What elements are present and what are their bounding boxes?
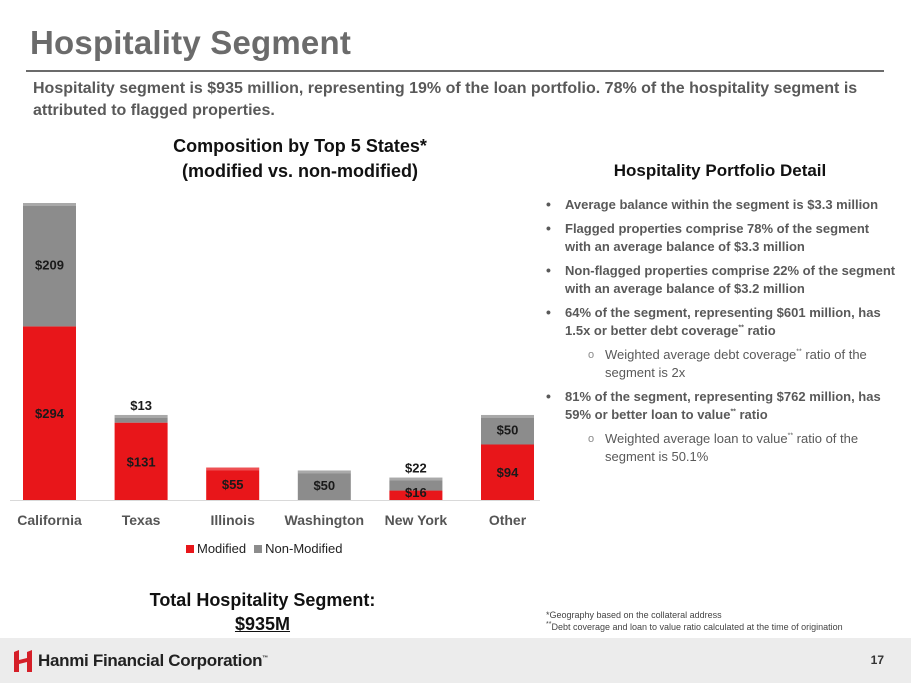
data-label-non-modified-new-york: $22	[405, 461, 427, 476]
legend-swatch-non-modified	[254, 544, 263, 553]
footer-band	[0, 638, 911, 683]
data-label-modified-other: $94	[497, 465, 519, 480]
total-label: Total Hospitality Segment:	[149, 590, 376, 610]
bullet-sup: **	[730, 408, 736, 416]
chart-title-block: Composition by Top 5 States* (modified v…	[110, 134, 490, 184]
bullet-text: Flagged properties comprise 78% of the s…	[565, 221, 870, 254]
bar-top-highlight-texas	[114, 414, 168, 418]
data-label-modified-new-york: $16	[405, 485, 427, 500]
bullet-dot-icon: •	[546, 304, 551, 320]
bar-top-highlight-illinois	[206, 467, 260, 471]
data-label-non-modified-other: $50	[497, 423, 519, 438]
bar-top-highlight-washington	[297, 470, 351, 474]
sub-bullet-item: o Weighted average loan to value** ratio …	[546, 430, 896, 466]
bar-non-modified-washington	[297, 470, 351, 500]
footnote-ratio: **Debt coverage and loan to value ratio …	[546, 621, 843, 633]
data-label-non-modified-california: $209	[35, 258, 64, 273]
bar-modified-california	[23, 326, 76, 500]
chart-subtitle: (modified vs. non-modified)	[182, 161, 418, 181]
hanmi-logo-icon	[14, 650, 32, 672]
trademark: ™	[262, 655, 268, 662]
bar-non-modified-california	[23, 203, 76, 327]
bullet-tail: ratio	[735, 407, 768, 422]
footnote-geography: *Geography based on the collateral addre…	[546, 610, 722, 620]
tick-label-washington: Washington	[285, 512, 365, 528]
bullet-sup: **	[738, 324, 744, 332]
bullet-text: Non-flagged properties comprise 22% of t…	[565, 263, 896, 296]
footnote-ratio-text: Debt coverage and loan to value ratio ca…	[551, 622, 843, 632]
bullet-item: • 81% of the segment, representing $762 m…	[546, 388, 896, 424]
hollow-circle-icon: o	[588, 349, 595, 361]
bullet-dot-icon: •	[546, 388, 551, 404]
bar-modified-other	[481, 444, 534, 500]
bar-modified-texas	[114, 422, 168, 500]
slide-title: Hospitality Segment	[30, 24, 352, 61]
bullet-item: • Average balance within the segment is $…	[546, 196, 896, 214]
hollow-circle-icon: o	[588, 433, 595, 445]
total-block: Total Hospitality Segment: $935M	[120, 588, 405, 636]
detail-bullet-list: • Average balance within the segment is $…	[546, 196, 896, 472]
chart-title: Composition by Top 5 States*	[173, 136, 427, 156]
tick-label-illinois: Illinois	[211, 512, 256, 528]
legend-item-non-modified: Non-Modified	[254, 541, 342, 556]
company-name-text: Hanmi Financial Corporation	[38, 651, 263, 670]
bar-top-highlight-new-york	[389, 477, 443, 481]
bullet-text: 81% of the segment, representing $762 mi…	[565, 389, 881, 422]
legend-label-modified: Modified	[197, 541, 247, 556]
tick-label-other: Other	[489, 512, 527, 528]
total-amount: $935M	[234, 614, 291, 634]
bullet-item: • Non-flagged properties comprise 22% of …	[546, 262, 896, 298]
sub-bullet-tail: ratio of the segment is 50.1%	[605, 431, 859, 464]
bullet-text: 64% of the segment, representing $601 mi…	[565, 305, 881, 338]
bar-non-modified-other	[481, 414, 534, 445]
data-label-modified-california: $294	[35, 406, 65, 421]
footnotes: *Geography based on the collateral addre…	[546, 609, 843, 633]
intro-text: Hospitality segment is $935 million, rep…	[33, 80, 858, 119]
data-label-non-modified-washington: $50	[313, 478, 335, 493]
sub-bullet-tail: ratio of the segment is 2x	[605, 347, 867, 380]
bar-non-modified-texas	[114, 414, 168, 423]
tick-label-new-york: New York	[385, 512, 448, 528]
tick-label-texas: Texas	[122, 512, 161, 528]
sub-bullet-text: Weighted average loan to value	[605, 431, 788, 446]
legend-label-non-modified: Non-Modified	[265, 541, 343, 556]
title-divider	[26, 70, 884, 72]
legend-swatch-modified	[186, 544, 194, 553]
chart-legend: Modified Non-Modified	[186, 541, 350, 556]
bullet-dot-icon: •	[546, 262, 551, 278]
sub-bullet-item: o Weighted average debt coverage** ratio …	[546, 346, 896, 382]
data-label-modified-illinois: $55	[222, 477, 244, 492]
data-label-modified-texas: $131	[127, 454, 156, 469]
data-label-non-modified-texas: $13	[130, 398, 152, 413]
bullet-dot-icon: •	[546, 220, 551, 236]
bar-modified-illinois	[206, 467, 260, 500]
bar-top-highlight-california	[23, 203, 76, 206]
bar-modified-new-york	[389, 490, 443, 500]
composition-bar-chart: $294 $209 California $131 $13 Texas $55 Illinoi…	[10, 203, 540, 528]
sub-bullet-sup: **	[796, 348, 802, 356]
company-logo: Hanmi Financial Corporation™	[12, 649, 268, 673]
footnote-sup: **	[546, 621, 552, 628]
bullet-item: • 64% of the segment, representing $601 m…	[546, 304, 896, 340]
company-name: Hanmi Financial Corporation™	[38, 651, 268, 671]
bar-non-modified-new-york	[389, 477, 443, 491]
bullet-tail: ratio	[743, 323, 776, 338]
bullet-item: • Flagged properties comprise 78% of the …	[546, 220, 896, 256]
detail-title: Hospitality Portfolio Detail	[613, 161, 827, 180]
legend-item-modified: Modified	[186, 541, 246, 556]
bullet-dot-icon: •	[546, 196, 551, 212]
tick-label-california: California	[17, 512, 82, 528]
bar-top-highlight-other	[481, 414, 534, 418]
page-number: 17	[870, 653, 884, 667]
sub-bullet-text: Weighted average debt coverage	[605, 347, 797, 362]
bullet-text: Average balance within the segment is $3…	[565, 197, 879, 212]
sub-bullet-sup: **	[787, 432, 794, 440]
